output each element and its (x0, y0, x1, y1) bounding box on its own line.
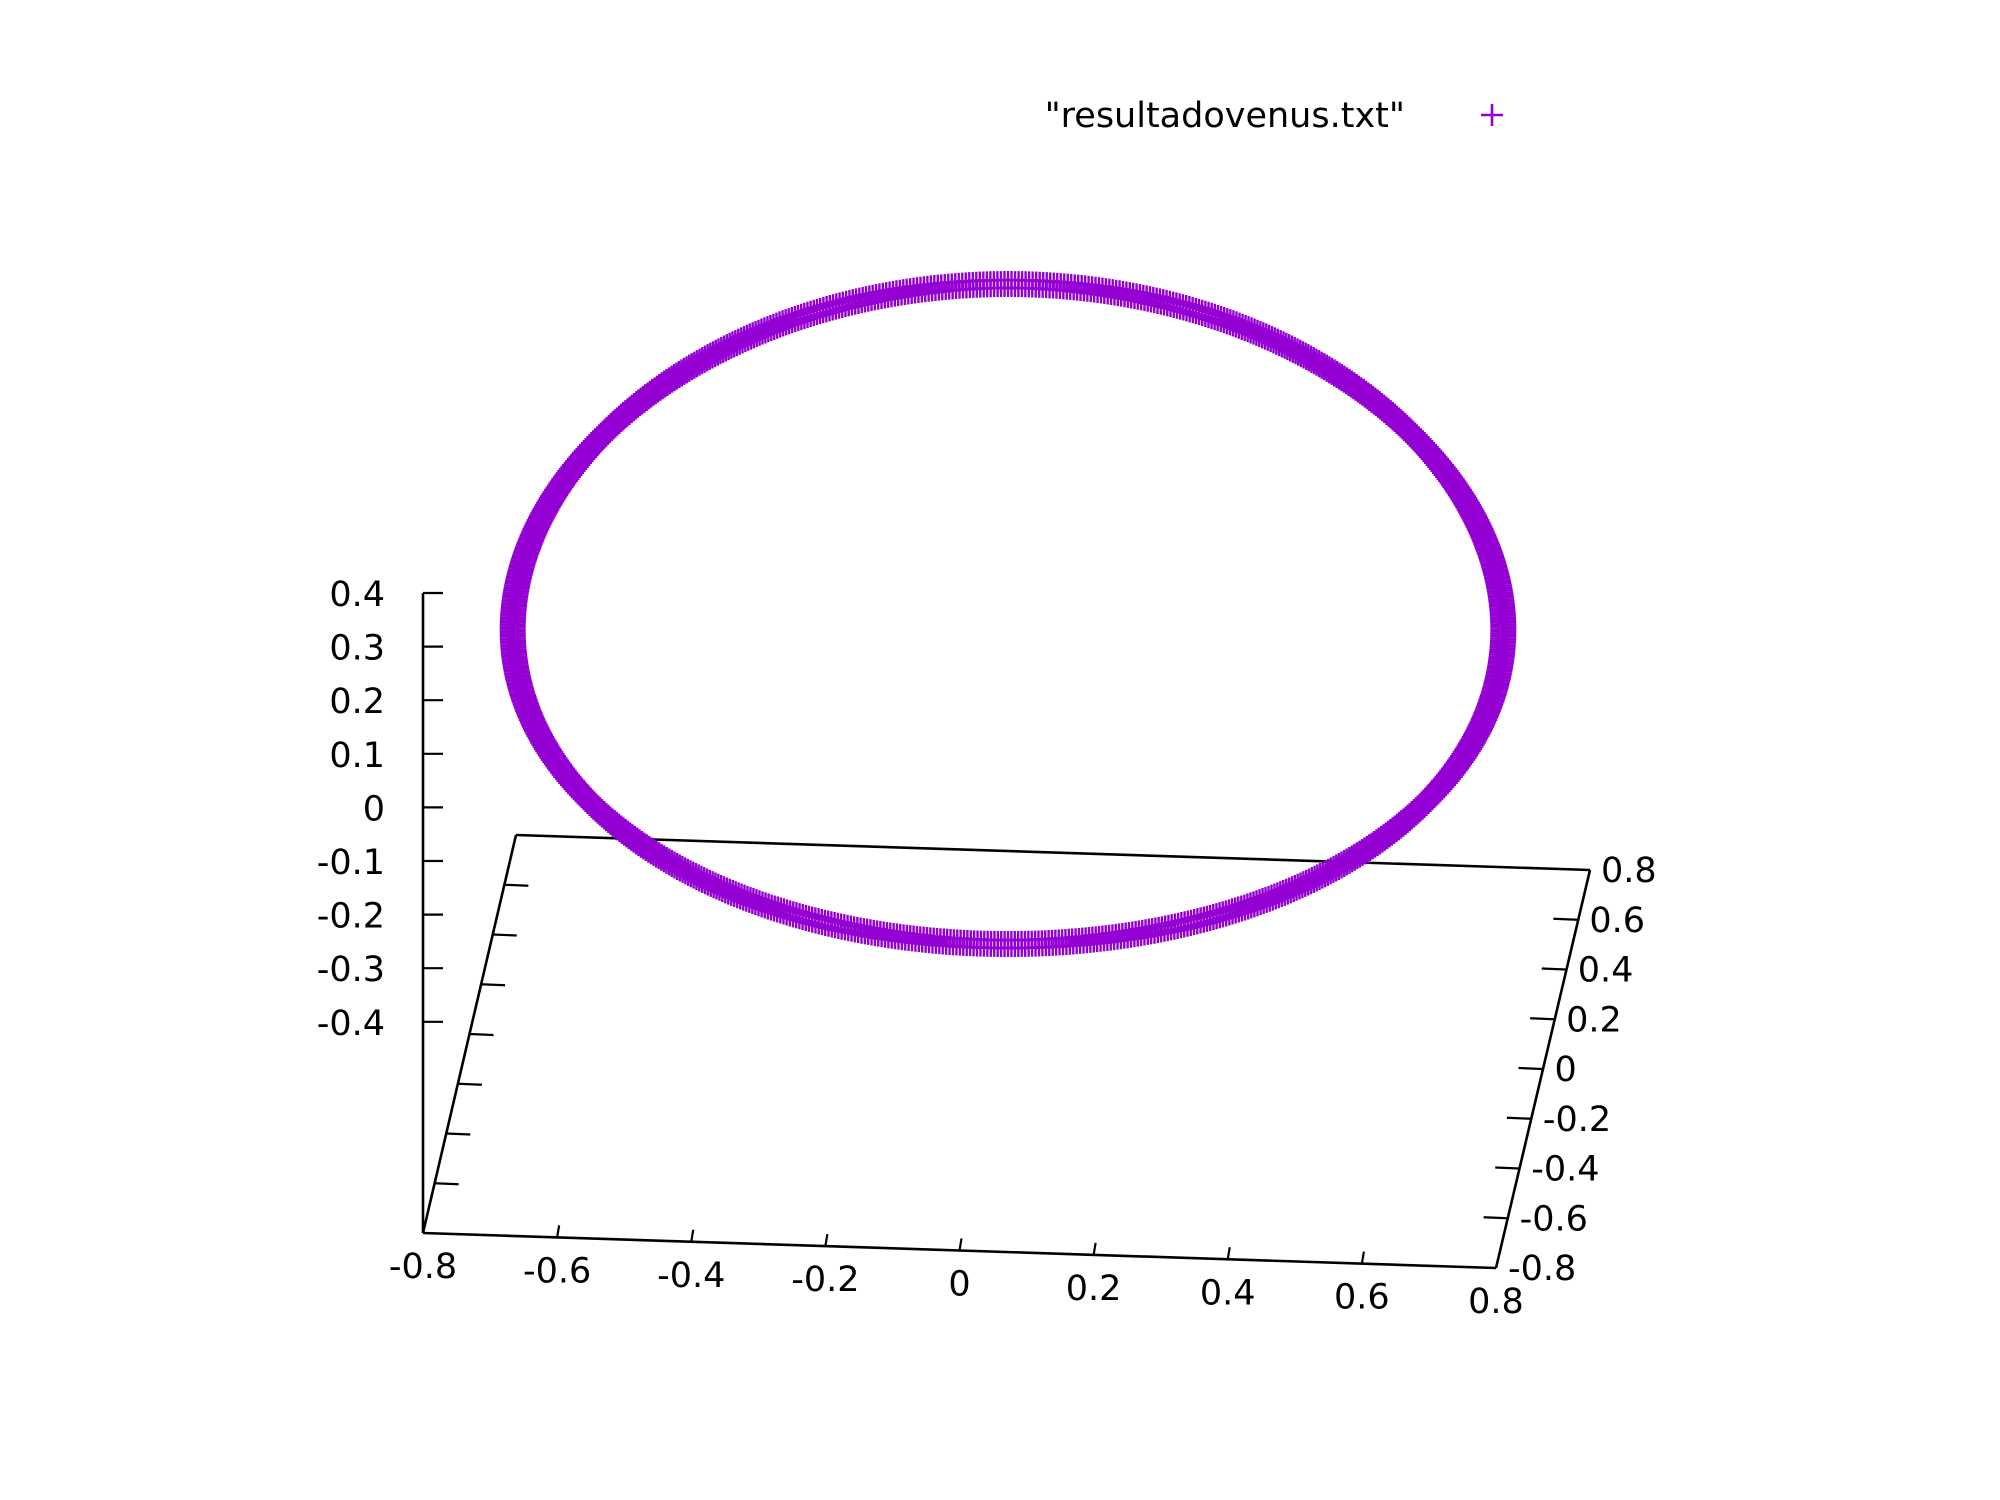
z-tick-label: -0.2 (317, 897, 385, 937)
x-tick-label: 0 (948, 1265, 970, 1305)
x-tick-label: 0.6 (1334, 1278, 1390, 1318)
y-tick-mark (1530, 1017, 1555, 1021)
y-tick-mark (469, 1032, 494, 1037)
orbit-point-plus-icon (1497, 606, 1516, 625)
z-tick-label: -0.4 (317, 1004, 385, 1044)
x-tick-label: 0.4 (1200, 1273, 1256, 1313)
y-tick-label: -0.4 (1531, 1150, 1599, 1190)
y-tick-mark (492, 933, 517, 937)
x-tick-mark (1092, 1242, 1097, 1256)
chart-legend: "resultadovenus.txt" (1045, 96, 1503, 136)
x-tick-mark (958, 1238, 963, 1251)
chart-y-ticks: -0.8 -0.6 -0.4 -0.2 0 0.2 0.4 0.6 0.8 (434, 851, 1657, 1289)
x-tick-label: -0.4 (657, 1256, 725, 1296)
chart-x-ticks: -0.8 -0.6 -0.4 -0.2 0 0.2 0.4 0.6 0.8 (389, 1225, 1524, 1322)
z-tick-label: 0 (363, 789, 385, 829)
y-tick-mark (504, 883, 529, 887)
legend-plus-glyph (1481, 104, 1503, 126)
x-tick-label: 0.2 (1066, 1269, 1122, 1309)
x-tick-label: 0.8 (1468, 1282, 1524, 1322)
chart-series-orbit (499, 271, 1517, 958)
chart-z-axis: 0.4 0.3 0.2 0.1 0 -0.1 -0.2 -0.3 -0.4 (317, 575, 443, 1233)
y-tick-label: 0.2 (1566, 1000, 1622, 1040)
z-tick-label: 0.1 (329, 736, 385, 776)
z-tick-label: 0.4 (329, 575, 385, 615)
y-tick-mark (434, 1182, 459, 1186)
chart-base-frame (421, 833, 1592, 1270)
y-tick-label: -0.8 (1508, 1249, 1576, 1289)
y-tick-label: -0.6 (1520, 1199, 1588, 1239)
x-tick-mark (1360, 1251, 1365, 1264)
y-tick-mark (1518, 1066, 1543, 1071)
x-tick-label: -0.8 (389, 1247, 457, 1287)
base-right-edge (1494, 869, 1592, 1269)
y-tick-mark (1483, 1216, 1508, 1220)
y-tick-mark (1541, 967, 1566, 971)
x-tick-label: -0.6 (523, 1251, 591, 1291)
y-tick-mark (457, 1082, 482, 1086)
y-tick-label: -0.2 (1543, 1100, 1611, 1140)
y-tick-label: 0.8 (1601, 851, 1657, 891)
x-tick-label: -0.2 (791, 1260, 859, 1300)
x-tick-mark (690, 1229, 695, 1242)
base-back-edge (515, 833, 1591, 872)
z-tick-label: 0.3 (329, 629, 385, 669)
legend-entry-label: "resultadovenus.txt" (1045, 96, 1405, 136)
x-tick-mark (556, 1225, 561, 1238)
x-tick-mark (1226, 1247, 1231, 1260)
y-tick-mark (1495, 1166, 1520, 1170)
x-tick-mark (824, 1233, 829, 1247)
y-tick-label: 0.4 (1578, 951, 1634, 991)
y-tick-label: 0.6 (1589, 901, 1645, 941)
z-tick-label: -0.3 (317, 950, 385, 990)
z-tick-label: -0.1 (317, 843, 385, 883)
y-tick-mark (1506, 1116, 1531, 1120)
y-tick-label: 0 (1555, 1050, 1577, 1090)
y-tick-mark (446, 1132, 471, 1136)
z-tick-label: 0.2 (329, 682, 385, 722)
y-tick-mark (1553, 917, 1578, 921)
legend-marker-plus-icon (1481, 104, 1503, 126)
y-tick-mark (481, 983, 506, 987)
